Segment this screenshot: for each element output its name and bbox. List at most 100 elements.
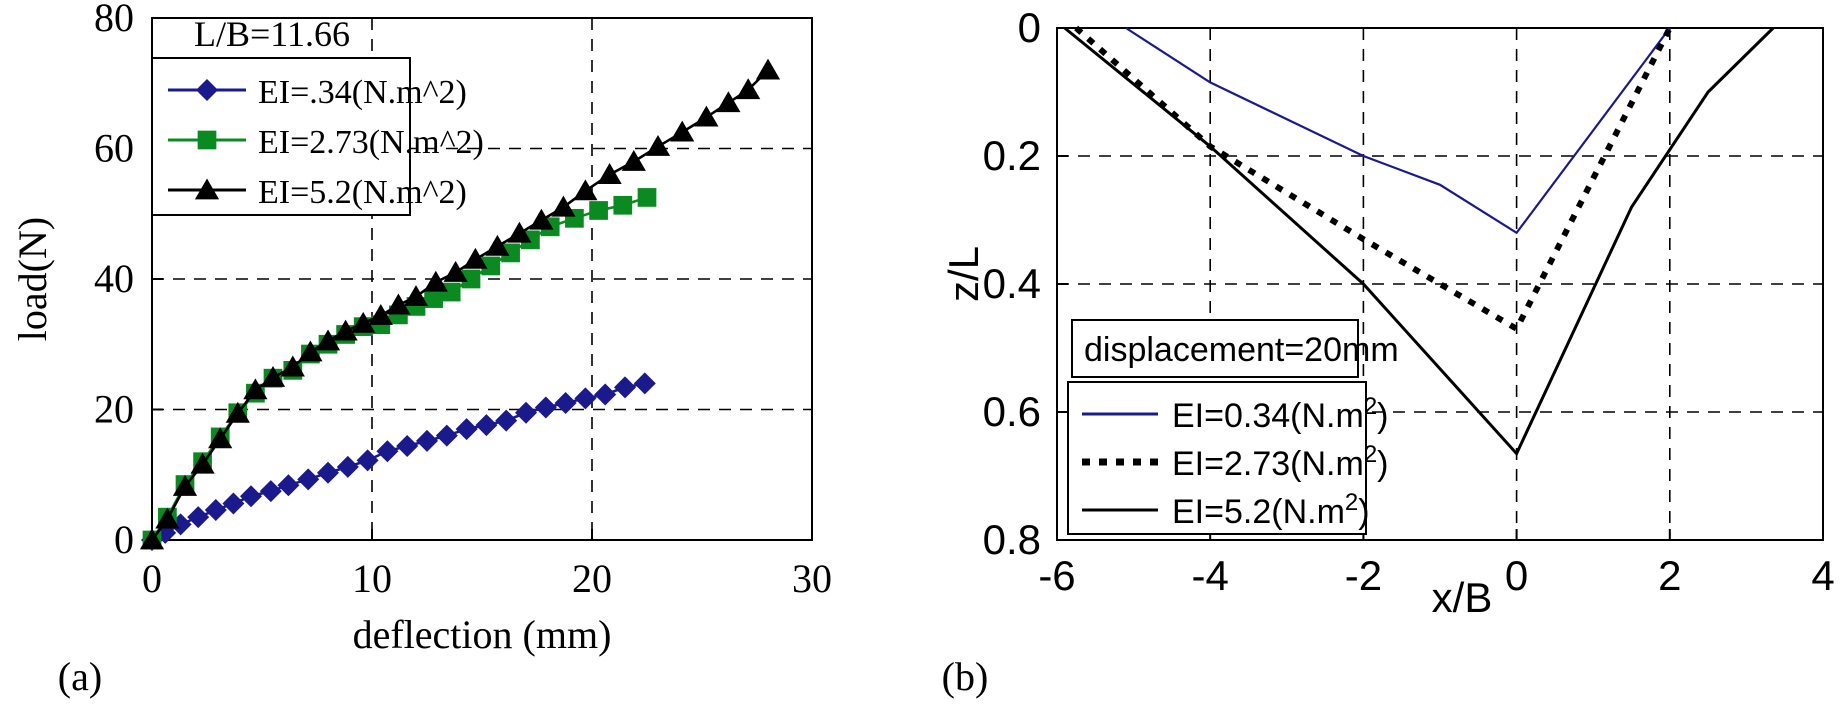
panel-a-marker xyxy=(423,270,448,292)
panel-a-marker xyxy=(356,449,379,472)
panel-a-marker xyxy=(172,474,198,496)
panel-a-marker xyxy=(403,285,429,306)
panel-a-marker xyxy=(633,372,656,395)
panel-a-annotation: L/B=11.66 xyxy=(194,14,350,54)
panel-a-marker xyxy=(315,329,341,351)
panel-a-marker xyxy=(155,507,180,529)
panel-a-marker xyxy=(463,247,488,269)
panel-a-ytick-label: 60 xyxy=(94,126,134,171)
panel-a-marker xyxy=(197,130,217,150)
panel-a-y-axis-title: load(N) xyxy=(10,217,55,341)
panel-a-ytick-label: 80 xyxy=(94,0,134,40)
panel-a-marker xyxy=(716,91,741,113)
panel-a-marker xyxy=(534,396,557,419)
panel-a-marker xyxy=(645,134,671,156)
panel-b-ytick-label: 0.4 xyxy=(983,260,1041,307)
panel-a-marker xyxy=(139,528,165,550)
panel-b-caption: (b) xyxy=(942,654,989,699)
panel-a-ytick-label: 20 xyxy=(94,387,134,432)
panel-a-marker xyxy=(613,195,633,215)
panel-a-legend-label: EI=.34(N.m^2) xyxy=(258,74,467,111)
panel-a-xtick-label: 20 xyxy=(572,556,612,601)
panel-a-marker xyxy=(614,376,636,399)
panel-b-xtick-label: -4 xyxy=(1192,552,1229,599)
panel-a-marker xyxy=(551,195,576,217)
panel-a-ytick-label: 40 xyxy=(94,256,134,301)
panel-b-ytick-label: 0.6 xyxy=(983,388,1041,435)
panel-a-marker xyxy=(435,424,458,447)
panel-a-marker xyxy=(386,293,411,315)
panel-a-marker xyxy=(501,243,520,263)
panel-a-marker xyxy=(416,429,438,452)
panel-a-marker xyxy=(574,387,597,410)
panel-a-marker xyxy=(441,282,461,302)
panel-a-marker xyxy=(515,401,537,424)
panel-a-x-axis-title: deflection (mm) xyxy=(353,612,612,657)
panel-a-marker xyxy=(225,401,250,423)
panel-a-legend-label: EI=5.2(N.m^2) xyxy=(258,174,467,211)
panel-a-marker xyxy=(368,303,393,325)
panel-b-xtick-label: 4 xyxy=(1811,552,1834,599)
panel-a-marker xyxy=(495,409,518,432)
panel-a-marker xyxy=(475,414,498,437)
panel-b-series-line-0 xyxy=(1125,27,1671,235)
panel-a-marker xyxy=(424,289,443,308)
panel-a-marker xyxy=(594,383,617,406)
panel-b-xtick-label: -2 xyxy=(1345,552,1382,599)
panel-b-series-line-2 xyxy=(1063,26,1775,457)
panel-a-marker xyxy=(187,506,210,529)
panel-a-marker xyxy=(755,58,781,80)
panel-a-marker xyxy=(196,79,218,101)
panel-a-marker xyxy=(222,492,245,515)
panel-a-xtick-label: 0 xyxy=(142,556,162,601)
panel-a-marker xyxy=(736,78,761,100)
panel-a-marker xyxy=(260,365,286,387)
panel-b-ytick-label: 0.8 xyxy=(983,516,1041,563)
panel-a-marker xyxy=(637,188,657,207)
panel-a-xtick-label: 30 xyxy=(792,556,832,601)
panel-a-marker xyxy=(529,208,554,230)
panel-a-marker xyxy=(455,418,478,441)
panel-a-marker xyxy=(194,178,220,200)
panel-b-annotation-label: displacement=20mm xyxy=(1084,331,1399,369)
panel-a-marker xyxy=(396,435,419,458)
panel-a-marker xyxy=(190,452,215,474)
panel-a-marker xyxy=(554,391,577,414)
panel-a-marker xyxy=(485,234,510,256)
panel-a-marker xyxy=(240,485,262,508)
panel-a-marker xyxy=(351,311,376,333)
panel-a-marker xyxy=(589,201,608,220)
panel-a-marker xyxy=(259,480,282,503)
panel-a-marker xyxy=(694,105,719,127)
panel-b-ytick-label: 0.2 xyxy=(983,132,1041,179)
panel-b-xtick-label: 0 xyxy=(1505,552,1528,599)
panel-a-marker xyxy=(243,378,268,400)
panel-a-marker xyxy=(443,260,468,282)
panel-a-marker xyxy=(298,340,323,362)
panel-a-marker xyxy=(317,461,339,484)
panel-a-marker xyxy=(481,256,501,276)
panel-a-marker xyxy=(333,319,358,341)
panel-a-caption: (a) xyxy=(58,654,102,699)
panel-b-legend-label: EI=0.34(N.m2) xyxy=(1172,393,1389,436)
panel-a-marker xyxy=(280,355,305,377)
panel-a-legend-label: EI=2.73(N.m^2) xyxy=(258,124,484,161)
panel-b-xtick-label: -6 xyxy=(1038,552,1075,599)
panel-a-series-line-1 xyxy=(150,196,648,541)
panel-a-ytick-label: 0 xyxy=(114,517,134,562)
panel-b-legend-label: EI=5.2(N.m2) xyxy=(1172,489,1370,532)
panel-b-ytick-label: 0 xyxy=(1018,4,1041,51)
panel-b-annotation-box xyxy=(1071,319,1359,378)
panel-a-marker xyxy=(204,498,227,521)
panel-a-marker xyxy=(208,427,233,449)
panel-b-x-axis-title: x/B xyxy=(1432,574,1493,621)
panel-a-marker xyxy=(597,163,622,184)
panel-a-marker xyxy=(670,120,695,142)
panel-a-marker xyxy=(507,221,532,243)
panel-a-marker xyxy=(277,474,300,497)
panel-a-marker xyxy=(376,440,399,463)
panel-a-marker xyxy=(297,468,320,491)
panel-b-legend-label: EI=2.73(N.m2) xyxy=(1172,441,1389,484)
